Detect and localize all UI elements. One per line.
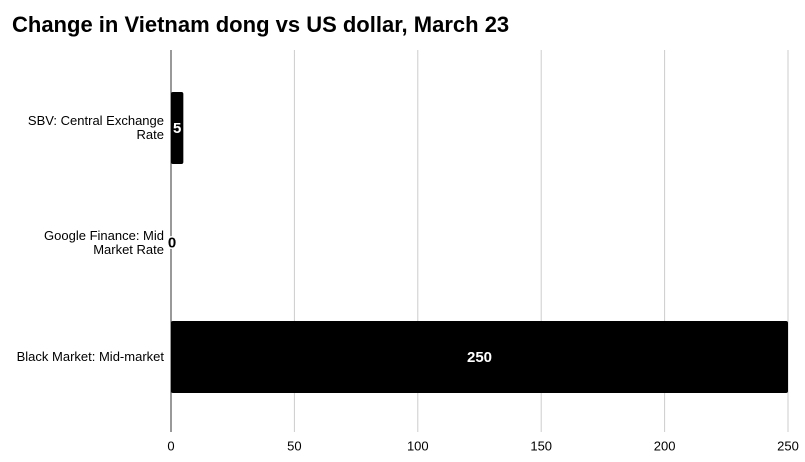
y-tick-label: SBV: Central Exchange Rate: [27, 113, 164, 142]
x-tick-label: 200: [654, 438, 676, 453]
x-tick-label: 0: [167, 438, 174, 453]
data-label: 5: [173, 120, 181, 137]
y-tick-label: Google Finance: Mid Market Rate: [44, 227, 164, 257]
data-label: 250: [467, 349, 492, 366]
x-tick-label: 150: [530, 438, 552, 453]
y-tick-label: Black Market: Mid-market: [16, 349, 164, 364]
bar: [171, 92, 184, 164]
x-tick-label: 50: [287, 438, 301, 453]
x-tick-label: 100: [407, 438, 429, 453]
x-tick-label: 250: [777, 438, 799, 453]
bar: [171, 321, 788, 393]
data-label: 0: [168, 234, 176, 251]
chart-title: Change in Vietnam dong vs US dollar, Mar…: [12, 12, 510, 37]
